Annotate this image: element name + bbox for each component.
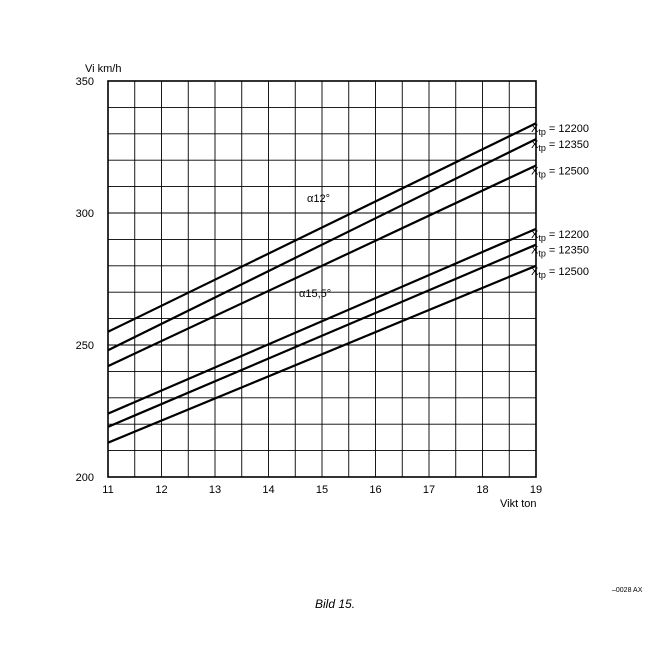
x-axis-label: Vikt ton <box>500 498 537 510</box>
x-tick-label: 11 <box>102 484 113 496</box>
y-tick-label: 200 <box>76 472 94 484</box>
series-labels: Xtp = 12200 Xtp = 12350 Xtp = 12500 Xtp = 1… <box>531 123 589 280</box>
series-lines <box>107 122 537 444</box>
plot-frame <box>107 80 537 478</box>
series-label: Xtp = 12500 <box>531 165 589 179</box>
series-line <box>107 243 537 428</box>
x-tick-label: 14 <box>262 484 274 496</box>
x-tick-label: 18 <box>476 484 488 496</box>
series-line <box>107 227 537 415</box>
y-tick-label: 250 <box>76 340 94 352</box>
series-label: Xtp = 12350 <box>531 139 589 153</box>
x-tick-label: 19 <box>530 484 542 496</box>
series-line <box>107 164 537 368</box>
grid <box>107 80 537 478</box>
series-line <box>107 122 537 333</box>
series-label: Xtp = 12500 <box>531 266 589 280</box>
axis-ticks: 11 12 13 14 15 16 17 18 19 200 250 300 350 <box>76 76 542 496</box>
series-label: Xtp = 12350 <box>531 245 589 259</box>
figure-reference: –0028 AX <box>612 587 643 594</box>
x-tick-label: 17 <box>423 484 435 496</box>
annotation-alpha-12: α12° <box>307 193 330 205</box>
y-tick-label: 350 <box>76 76 94 88</box>
y-axis-label: Vi km/h <box>85 63 121 75</box>
annotation-alpha-15-5: α15,5° <box>299 288 331 300</box>
series-line <box>107 264 537 444</box>
y-tick-label: 300 <box>76 208 94 220</box>
x-tick-label: 12 <box>155 484 167 496</box>
x-tick-label: 13 <box>209 484 221 496</box>
figure-caption: Bild 15. <box>315 597 356 611</box>
x-tick-label: 15 <box>316 484 328 496</box>
x-tick-label: 16 <box>369 484 381 496</box>
series-line <box>107 138 537 352</box>
series-label: Xtp = 12200 <box>531 229 589 243</box>
series-label: Xtp = 12200 <box>531 123 589 137</box>
